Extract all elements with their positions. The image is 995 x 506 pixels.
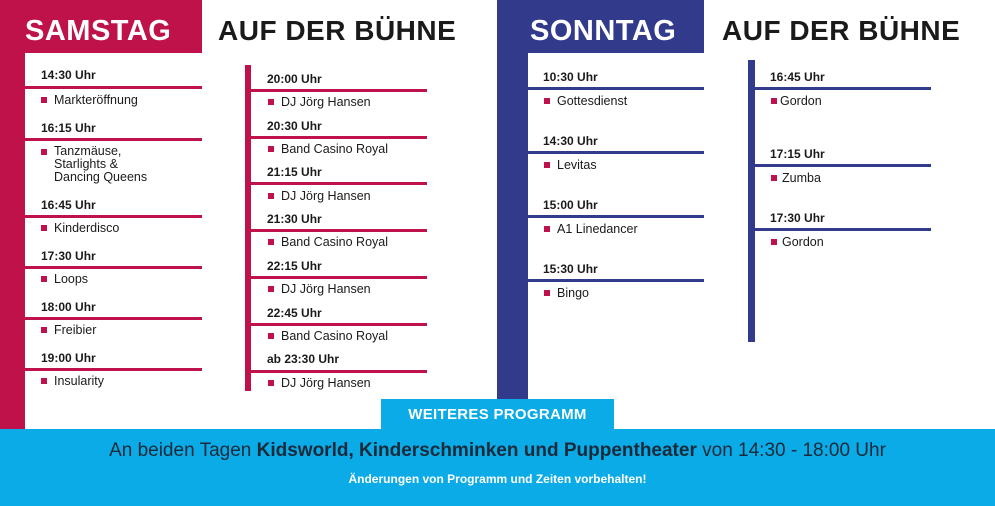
event-time: ab 23:30 Uhr [267, 352, 340, 366]
divider [251, 229, 427, 232]
saturday-side-bar [0, 0, 25, 430]
event-time: 22:15 Uhr [267, 259, 322, 273]
divider [25, 215, 202, 218]
divider [25, 138, 202, 141]
bullet-icon [268, 239, 274, 245]
event-act: Zumba [771, 172, 821, 185]
divider [251, 370, 427, 373]
bullet-icon [544, 290, 550, 296]
bullet-icon [771, 239, 777, 245]
event-act: Kinderdisco [41, 222, 119, 235]
divider [251, 323, 427, 326]
event-time: 17:30 Uhr [770, 211, 825, 225]
event-act: Band Casino Royal [268, 330, 388, 343]
footer-info-line: An beiden Tagen Kidsworld, Kinderschmink… [109, 440, 886, 461]
sunday-side-bar [497, 0, 528, 399]
event-time: 21:15 Uhr [267, 165, 322, 179]
event-act: Loops [41, 273, 88, 286]
event-act: Freibier [41, 324, 96, 337]
event-act: DJ Jörg Hansen [268, 377, 371, 390]
divider [25, 266, 202, 269]
bullet-icon [268, 99, 274, 105]
bullet-icon [268, 286, 274, 292]
sunday-title: SONNTAG [530, 15, 677, 47]
bullet-icon [268, 146, 274, 152]
divider [25, 368, 202, 371]
bullet-icon [268, 333, 274, 339]
divider [528, 279, 704, 282]
event-time: 14:30 Uhr [41, 68, 96, 82]
bullet-icon [41, 97, 47, 103]
event-time: 15:00 Uhr [543, 198, 598, 212]
event-time: 17:30 Uhr [41, 249, 96, 263]
event-act: Marktеröffnung [41, 94, 138, 107]
divider [755, 164, 931, 167]
bullet-icon [544, 162, 550, 168]
event-act: Tanzmäuse, Starlights & Dancing Queens [41, 145, 995, 184]
event-time: 20:30 Uhr [267, 119, 322, 133]
bullet-icon [771, 98, 777, 104]
divider [251, 136, 427, 139]
event-time: 18:00 Uhr [41, 300, 96, 314]
event-act: Bingo [544, 287, 589, 300]
event-time: 10:30 Uhr [543, 70, 598, 84]
event-act: Gottesdienst [544, 95, 627, 108]
event-act: DJ Jörg Hansen [268, 283, 371, 296]
event-time: 16:15 Uhr [41, 121, 96, 135]
event-time: 16:45 Uhr [770, 70, 825, 84]
divider [528, 87, 704, 90]
event-act: DJ Jörg Hansen [268, 96, 371, 109]
event-act: Band Casino Royal [268, 143, 388, 156]
saturday-title: SAMSTAG [25, 15, 172, 47]
event-time: 20:00 Uhr [267, 72, 322, 86]
divider [251, 276, 427, 279]
bullet-icon [41, 378, 47, 384]
bullet-icon [268, 380, 274, 386]
divider [251, 89, 427, 92]
event-act: Band Casino Royal [268, 236, 388, 249]
saturday-program: 14:30 Uhr Marktеröffnung 16:15 Uhr Tanzm… [0, 0, 995, 388]
divider [528, 151, 704, 154]
bullet-icon [41, 327, 47, 333]
bullet-icon [41, 225, 47, 231]
divider [755, 228, 931, 231]
event-time: 15:30 Uhr [543, 262, 598, 276]
divider [251, 182, 427, 185]
event-time: 22:45 Uhr [267, 306, 322, 320]
sunday-header [497, 0, 704, 53]
bullet-icon [544, 98, 550, 104]
divider [25, 317, 202, 320]
more-program-label: WEITERES PROGRAMM [408, 406, 587, 423]
divider [528, 215, 704, 218]
event-time: 17:15 Uhr [770, 147, 825, 161]
event-time: 14:30 Uhr [543, 134, 598, 148]
divider [25, 86, 202, 89]
more-program-tab: WEITERES PROGRAMM [381, 399, 614, 430]
event-time: 19:00 Uhr [41, 351, 96, 365]
saturday-stage-title: AUF DER BÜHNE [218, 15, 457, 46]
event-act: Gordon [771, 95, 822, 108]
saturday-header [0, 0, 202, 53]
bullet-icon [544, 226, 550, 232]
sunday-stage-bar [748, 60, 755, 342]
footer-note: Änderungen von Programm und Zeiten vorbe… [348, 472, 647, 486]
bullet-icon [41, 276, 47, 282]
bullet-icon [268, 193, 274, 199]
event-act: Insularity [41, 375, 104, 388]
saturday-stage-bar [245, 65, 251, 391]
event-act: Gordon [771, 236, 824, 249]
event-time: 16:45 Uhr [41, 198, 96, 212]
event-act: Levitas [544, 159, 597, 172]
divider [755, 87, 931, 90]
event-time: 21:30 Uhr [267, 212, 322, 226]
footer-band: An beiden Tagen Kidsworld, Kinderschmink… [0, 429, 995, 506]
bullet-icon [41, 149, 47, 155]
sunday-stage-title: AUF DER BÜHNE [722, 15, 961, 46]
event-act: DJ Jörg Hansen [268, 190, 371, 203]
event-act: A1 Linedancer [544, 223, 638, 236]
bullet-icon [771, 175, 777, 181]
